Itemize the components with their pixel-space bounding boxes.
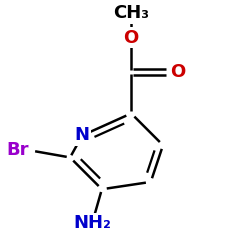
Text: N: N <box>75 126 90 144</box>
Text: NH₂: NH₂ <box>73 214 111 232</box>
Text: CH₃: CH₃ <box>113 4 149 22</box>
Text: O: O <box>170 63 186 81</box>
Text: Br: Br <box>6 141 28 159</box>
Text: O: O <box>124 28 139 46</box>
